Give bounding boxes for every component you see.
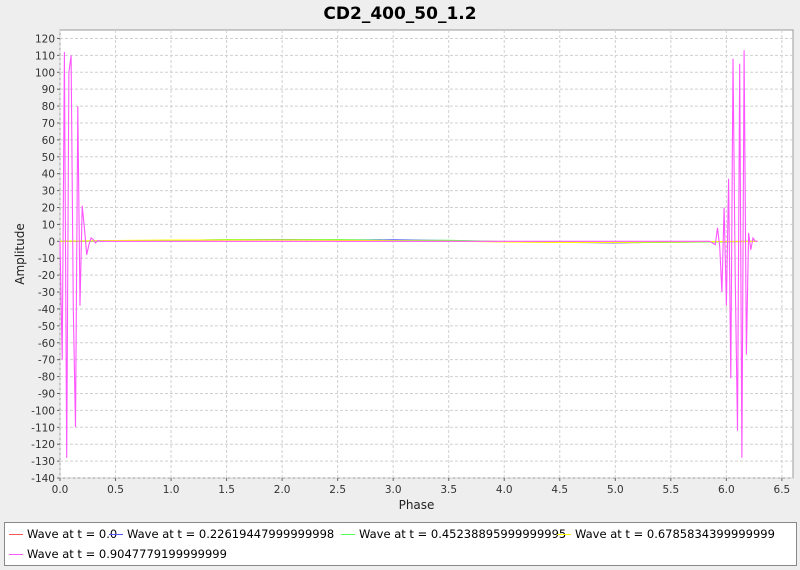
y-tick-label: -110 (31, 422, 55, 434)
y-tick-label: 60 (42, 135, 55, 147)
legend-swatch (109, 533, 123, 535)
y-tick-label: 0 (48, 236, 55, 248)
chart-plot: 1201101009080706050403020100-10-20-30-40… (13, 29, 794, 512)
legend-label: Wave at t = 0.6785834399999999 (575, 527, 775, 541)
y-tick-label: 70 (42, 118, 55, 130)
y-tick-label: -130 (31, 456, 55, 468)
x-tick-label: 4.5 (551, 484, 568, 496)
y-tick-label: -40 (38, 304, 55, 316)
y-tick-label: 80 (42, 101, 55, 113)
y-tick-label: 20 (42, 203, 55, 215)
y-tick-label: -50 (38, 321, 55, 333)
x-tick-label: 3.5 (440, 484, 457, 496)
plot-area (59, 29, 794, 479)
legend-item: Wave at t = 0.45238895999999995 (341, 527, 566, 541)
chart-title: CD2_400_50_1.2 (323, 4, 477, 24)
legend: Wave at t = 0.0 Wave at t = 0.22619447999… (4, 522, 797, 566)
x-tick-label: 6.5 (774, 484, 791, 496)
y-tick-label: -100 (31, 405, 55, 417)
y-tick-label: 50 (42, 152, 55, 164)
legend-swatch (341, 533, 355, 535)
x-tick-label: 1.0 (163, 484, 180, 496)
y-tick-label: 90 (42, 84, 55, 96)
x-tick-label: 1.5 (218, 484, 235, 496)
x-tick-label: 0.0 (52, 484, 69, 496)
x-tick-label: 5.0 (607, 484, 624, 496)
legend-item: Wave at t = 0.9047779199999999 (9, 547, 227, 561)
legend-label: Wave at t = 0.0 (27, 527, 118, 541)
y-tick-label: -70 (38, 355, 55, 367)
legend-swatch (9, 533, 23, 535)
y-tick-label: -30 (38, 287, 55, 299)
x-tick-label: 5.5 (662, 484, 679, 496)
y-tick-label: 110 (35, 50, 55, 62)
y-tick-label: -90 (38, 388, 55, 400)
y-tick-label: 10 (42, 219, 55, 231)
y-tick-label: 30 (42, 186, 55, 198)
y-tick-label: -120 (31, 439, 55, 451)
y-tick-label: -140 (31, 473, 55, 485)
y-tick-label: -60 (38, 338, 55, 350)
legend-swatch (9, 553, 23, 555)
x-tick-label: 0.5 (107, 484, 124, 496)
x-tick-label: 2.0 (274, 484, 291, 496)
x-axis-label: Phase (399, 498, 435, 512)
x-tick-label: 2.5 (329, 484, 346, 496)
y-tick-label: -20 (38, 270, 55, 282)
legend-label: Wave at t = 0.45238895999999995 (359, 527, 567, 541)
y-axis-label: Amplitude (13, 223, 27, 285)
y-tick-label: -10 (38, 253, 55, 265)
y-tick-label: -80 (38, 372, 55, 384)
y-tick-label: 100 (35, 67, 55, 79)
legend-label: Wave at t = 0.22619447999999998 (127, 527, 335, 541)
x-tick-label: 3.0 (385, 484, 402, 496)
series-line-4 (59, 50, 758, 458)
legend-item: Wave at t = 0.0 (9, 527, 117, 541)
y-tick-label: 40 (42, 169, 55, 181)
x-tick-label: 4.0 (496, 484, 513, 496)
legend-item: Wave at t = 0.6785834399999999 (557, 527, 775, 541)
y-tick-label: 120 (35, 33, 55, 45)
x-tick-label: 6.0 (718, 484, 735, 496)
legend-item: Wave at t = 0.22619447999999998 (109, 527, 334, 541)
legend-label: Wave at t = 0.9047779199999999 (27, 547, 227, 561)
legend-swatch (557, 533, 571, 535)
